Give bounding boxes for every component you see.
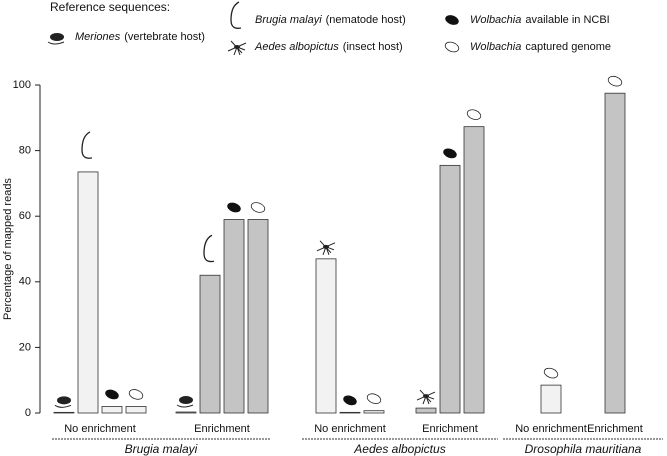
group-label: Drosophila mauritiana	[525, 442, 642, 456]
bar-icon	[250, 202, 266, 213]
legend-item: Brugia malayi (nematode host)	[230, 1, 406, 29]
icon	[366, 393, 382, 404]
y-tick-label: 80	[19, 145, 31, 157]
group-label: Brugia malayi	[125, 442, 198, 456]
category-label: Enrichment	[194, 423, 250, 435]
bar	[315, 258, 337, 414]
icon	[54, 404, 72, 408]
category-label: No enrichment	[314, 423, 386, 435]
icon	[81, 131, 93, 159]
legend-name: Brugia malayi	[255, 14, 322, 26]
icon	[323, 244, 329, 249]
bar	[439, 164, 461, 414]
bar-icon	[443, 148, 457, 159]
bar	[415, 407, 437, 414]
legend-label: Wolbachia available in NCBI	[470, 14, 610, 26]
legend-label: Brugia malayi (nematode host)	[255, 14, 406, 26]
icon	[250, 202, 266, 213]
icon	[57, 396, 71, 405]
legend-item: Wolbachia captured genome	[444, 41, 611, 53]
icon	[50, 33, 64, 41]
bar	[223, 219, 245, 414]
icon	[227, 202, 241, 213]
legend-item: Wolbachia available in NCBI	[445, 14, 610, 26]
bar	[463, 126, 485, 414]
legend-label: Aedes albopictus (insect host)	[254, 41, 403, 53]
legend-name: Aedes albopictus	[254, 41, 339, 53]
legend-label: Wolbachia captured genome	[470, 41, 611, 53]
y-tick-label: 60	[19, 210, 31, 222]
bar-icon	[343, 395, 357, 406]
category-label: Enrichment	[422, 423, 478, 435]
bar-icon	[54, 396, 72, 408]
bar-icon	[607, 75, 623, 87]
legend-title: Reference sequences:	[50, 0, 170, 14]
icon	[128, 389, 144, 400]
legend-label: Meriones (vertebrate host)	[75, 31, 205, 43]
icon	[230, 1, 242, 29]
bar	[604, 92, 626, 414]
icon	[607, 75, 623, 87]
bar	[53, 411, 75, 414]
y-tick-label: 0	[25, 407, 31, 419]
icon	[47, 41, 65, 45]
icon	[176, 404, 194, 408]
icon	[443, 148, 457, 159]
legend-description: (insect host)	[343, 41, 403, 53]
icon	[105, 389, 119, 400]
bar-icon	[316, 240, 336, 256]
legend-description: (nematode host)	[326, 14, 406, 26]
category-label: Enrichment	[587, 423, 643, 435]
bar-icon	[416, 389, 436, 405]
bar-icon	[105, 389, 119, 400]
bar-icon	[203, 234, 215, 263]
group-label: Aedes albopictus	[353, 442, 445, 456]
bar	[101, 406, 123, 414]
legend-name: Wolbachia	[470, 14, 521, 26]
y-axis-label: Percentage of mapped reads	[2, 178, 14, 320]
bar	[363, 410, 385, 414]
icon	[445, 15, 459, 25]
bar	[125, 406, 147, 414]
legend-item: Meriones (vertebrate host)	[47, 31, 205, 45]
bar-icon	[466, 109, 482, 120]
legend-description: available in NCBI	[525, 14, 609, 26]
icon	[343, 395, 357, 406]
bar-icon	[366, 393, 382, 404]
bar-icon	[543, 367, 559, 379]
bar-icon	[81, 131, 93, 159]
y-tick-label: 20	[19, 341, 31, 353]
legend-description: captured genome	[525, 41, 611, 53]
bar	[247, 219, 269, 414]
icon	[234, 45, 240, 49]
icon	[179, 396, 193, 405]
legend-name: Meriones	[75, 31, 121, 43]
legend-item: Aedes albopictus (insect host)	[227, 40, 403, 56]
category-label: No enrichment	[64, 423, 136, 435]
y-tick-label: 100	[13, 79, 31, 91]
bar	[199, 274, 221, 414]
bar	[339, 411, 361, 414]
bar	[540, 384, 562, 414]
icon	[444, 41, 460, 53]
category-label: No enrichment	[515, 423, 587, 435]
y-tick-label: 40	[19, 276, 31, 288]
legend-name: Wolbachia	[470, 41, 521, 53]
bar-icon	[176, 396, 194, 408]
bar-icon	[227, 202, 241, 213]
bar	[77, 171, 99, 414]
bar-icon	[128, 389, 144, 400]
icon	[543, 367, 559, 379]
icon	[423, 394, 429, 399]
bar	[175, 411, 197, 414]
legend-description: (vertebrate host)	[124, 31, 205, 43]
icon	[466, 109, 482, 120]
icon	[203, 234, 215, 263]
